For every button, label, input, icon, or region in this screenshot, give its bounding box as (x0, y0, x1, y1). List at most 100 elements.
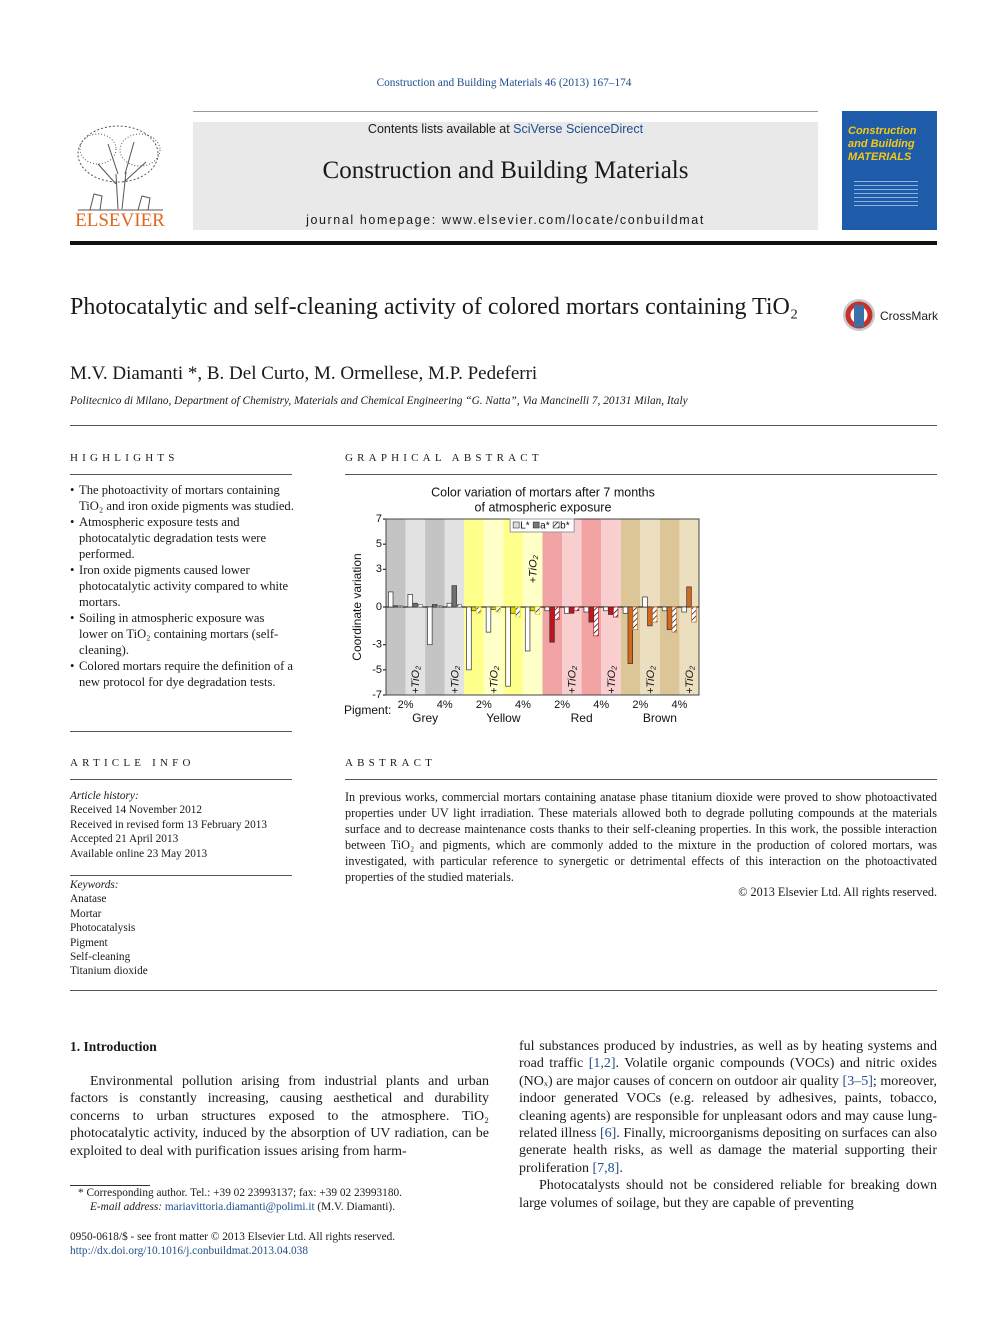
rule (70, 990, 937, 991)
section-heading: 1. Introduction (70, 1039, 157, 1054)
bar (652, 606, 658, 623)
legend-swatch (512, 521, 520, 529)
y-tick-label: -3 (372, 639, 382, 651)
bar (647, 606, 653, 627)
chart-title: Color variation of mortars after 7 month… (431, 485, 655, 499)
bar (554, 606, 560, 620)
homepage-line: journal homepage: www.elsevier.com/locat… (193, 213, 818, 227)
article-title: Photocatalytic and self-cleaning activit… (70, 294, 799, 320)
bar (593, 606, 599, 637)
bar (446, 602, 453, 608)
journal-name: Construction and Building Materials (322, 157, 689, 184)
contents-link[interactable]: SciVerse ScienceDirect (513, 122, 644, 136)
text-run: . (619, 1160, 623, 1176)
section-heading: GRAPHICAL ABSTRACT (345, 452, 543, 464)
highlights-list: The photoactivity of mortars containing … (70, 482, 295, 690)
bar (432, 604, 438, 608)
x-tick-label: 4% (671, 699, 687, 711)
x-tick-label: 2% (554, 699, 570, 711)
bar (436, 605, 443, 608)
bar (412, 602, 418, 608)
citation[interactable]: [7,8] (592, 1160, 620, 1176)
text-column: Environmental pollution arising from ind… (70, 1073, 489, 1160)
tio2-label: +TiO₂ (410, 665, 422, 694)
bar (466, 606, 472, 671)
contents-line: Contents lists available at SciVerse Sci… (193, 122, 818, 136)
history-item: Received in revised form 13 February 201… (70, 818, 268, 831)
crossmark-logo[interactable]: CrossMark (842, 297, 942, 333)
bar (490, 606, 497, 610)
bar (549, 606, 555, 643)
affiliation: Politecnico di Milano, Department of Che… (70, 395, 688, 407)
group-label: Yellow (486, 711, 521, 725)
rule (70, 779, 292, 780)
highlight-item: Atmospheric exposure tests and photocata… (70, 514, 295, 562)
bar (476, 606, 482, 614)
journal-ref[interactable]: Construction and Building Materials 46 (… (376, 77, 632, 89)
legend-label: a* (540, 521, 550, 532)
tio2-label: +TiO₂ (567, 665, 579, 694)
bar (544, 606, 550, 612)
legend-label: L* (520, 521, 530, 532)
email-link[interactable]: mariavittoria.diamanti@polimi.it (164, 1201, 315, 1214)
graphical-abstract-chart: Color variation of mortars after 7 month… (344, 485, 700, 725)
tio2-label: +TiO₂ (449, 665, 461, 694)
footnote: * Corresponding author. Tel.: +39 02 239… (78, 1186, 498, 1215)
y-tick-label: -7 (372, 689, 382, 701)
homepage-prefix: journal homepage: (306, 213, 442, 227)
rule (70, 474, 292, 475)
history-label: Article history: (70, 790, 139, 802)
crossmark-label: CrossMark (880, 309, 939, 323)
footer: 0950-0618/$ - see front matter © 2013 El… (70, 1230, 500, 1259)
x-tick-label: 2% (476, 699, 492, 711)
keyword: Photocatalysis (70, 922, 136, 935)
highlight-item: Colored mortars require the definition o… (70, 658, 295, 690)
history-list: Received 14 November 2012 Received in rev… (70, 803, 300, 861)
citation[interactable]: [6] (599, 1126, 617, 1142)
homepage-link[interactable]: www.elsevier.com/locate/conbuildmat (441, 213, 705, 227)
bar (573, 606, 580, 612)
bar (451, 585, 457, 608)
bar (568, 606, 575, 614)
header-rule (70, 241, 937, 245)
tio2-label: +TiO₂ (488, 665, 500, 694)
chart-title: of atmospheric exposure (475, 500, 612, 514)
bar (622, 606, 629, 614)
citation[interactable]: [3–5] (842, 1073, 873, 1089)
bar (681, 606, 687, 613)
keyword-list: Anatase Mortar Photocatalysis Pigment Self-c… (70, 892, 300, 978)
bar (612, 606, 619, 618)
bar (608, 606, 614, 615)
legend-label: b* (560, 521, 570, 532)
footnote-rule (70, 1185, 150, 1186)
email-suffix: (M.V. Diamanti). (314, 1201, 396, 1214)
section-heading: ABSTRACT (345, 757, 437, 769)
bar (642, 596, 648, 608)
highlight-item: Iron oxide pigments caused lower photoca… (70, 562, 295, 610)
bar (691, 606, 697, 623)
bar (456, 604, 462, 608)
text-run: ; moreover, indoor generated VOCs (e.g. … (519, 1073, 937, 1142)
text-run: . Finally, microorganisms depositing on … (519, 1126, 937, 1176)
doi-link[interactable]: http://dx.doi.org/10.1016/j.conbuildmat.… (70, 1245, 308, 1258)
history-item: Accepted 21 April 2013 (70, 833, 179, 846)
bar (603, 606, 609, 612)
paragraph: Photocatalysts should not be considered … (519, 1177, 937, 1212)
bar (529, 606, 536, 612)
bar (407, 594, 413, 608)
bar (427, 606, 433, 646)
contents-prefix: Contents lists available at (367, 122, 514, 136)
text-run: Environmental pollution arising from ind… (70, 1074, 489, 1159)
y-axis-label: Coordinate variation (350, 553, 364, 660)
citation[interactable]: [1,2] (588, 1056, 616, 1072)
bar (387, 591, 394, 608)
tio2-label: +TiO₂ (528, 554, 540, 583)
bar (534, 606, 541, 615)
keyword: Pigment (70, 936, 108, 949)
y-tick-label: 5 (376, 538, 382, 550)
bar (495, 606, 501, 613)
section-heading: HIGHLIGHTS (70, 452, 179, 464)
keyword: Mortar (70, 907, 102, 920)
corresponding-author: * Corresponding author. Tel.: +39 02 239… (78, 1187, 402, 1199)
